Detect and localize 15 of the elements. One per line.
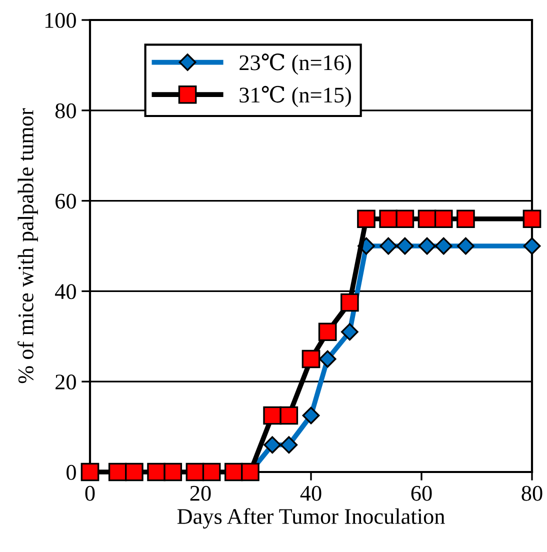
x-tick-label: 40 <box>300 486 322 501</box>
x-axis-title: Days After Tumor Inoculation <box>177 508 445 529</box>
y-tick-label: 20 <box>56 374 76 390</box>
legend-label: 31℃ (n=15) <box>240 86 351 108</box>
x-tick-label: 20 <box>190 486 211 501</box>
x-tick-label: 80 <box>522 486 542 501</box>
y-tick-label: 100 <box>45 12 76 28</box>
x-tick-label: 0 <box>85 486 95 501</box>
legend-label: 23℃ (n=16) <box>240 54 351 75</box>
y-tick-label: 40 <box>55 284 76 300</box>
x-tick-label: 60 <box>411 486 432 501</box>
y-axis-title: % of mice with palpable tumor <box>18 108 38 384</box>
y-tick-label: 80 <box>55 103 76 118</box>
y-tick-label: 60 <box>56 194 76 209</box>
y-tick-label: 0 <box>66 464 76 480</box>
